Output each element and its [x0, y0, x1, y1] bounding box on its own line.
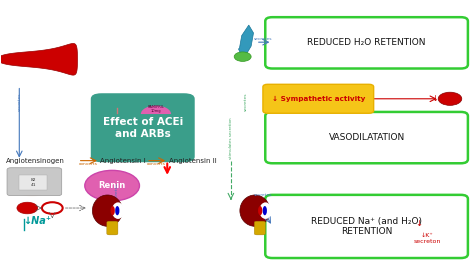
- Wedge shape: [141, 106, 171, 114]
- FancyBboxPatch shape: [265, 112, 468, 163]
- Ellipse shape: [92, 195, 122, 226]
- Text: ↓: ↓: [431, 94, 438, 103]
- Ellipse shape: [11, 180, 53, 196]
- Text: REDUCED Na⁺ (and H₂O)
RETENTION: REDUCED Na⁺ (and H₂O) RETENTION: [311, 217, 422, 236]
- Text: Effect of ACEi
and ARBs: Effect of ACEi and ARBs: [103, 117, 183, 139]
- Ellipse shape: [118, 109, 135, 131]
- Text: secretes: secretes: [254, 37, 273, 41]
- FancyBboxPatch shape: [19, 174, 47, 190]
- Text: secretes: secretes: [254, 193, 272, 197]
- Text: secretes: secretes: [17, 92, 21, 111]
- Text: VASODILATATION: VASODILATATION: [328, 133, 405, 142]
- Text: HR: HR: [450, 96, 460, 102]
- Ellipse shape: [115, 206, 119, 215]
- FancyBboxPatch shape: [255, 221, 265, 235]
- FancyBboxPatch shape: [7, 168, 62, 196]
- Ellipse shape: [263, 206, 267, 215]
- Ellipse shape: [110, 206, 115, 215]
- Text: Renin: Renin: [99, 181, 126, 190]
- FancyBboxPatch shape: [263, 84, 374, 113]
- Text: ↓ Sympathetic activity: ↓ Sympathetic activity: [272, 96, 365, 102]
- Circle shape: [234, 52, 251, 61]
- Text: secretes: secretes: [244, 92, 247, 111]
- FancyBboxPatch shape: [90, 92, 196, 163]
- Text: REDUCED H₂O RETENTION: REDUCED H₂O RETENTION: [307, 38, 426, 47]
- FancyBboxPatch shape: [131, 99, 181, 129]
- Text: Angiotensin I: Angiotensin I: [100, 158, 146, 164]
- Text: stimulates secretion: stimulates secretion: [229, 118, 233, 159]
- Polygon shape: [238, 25, 254, 54]
- Text: Angiotensin II: Angiotensin II: [169, 158, 217, 164]
- Text: 82
41: 82 41: [31, 178, 36, 186]
- Text: ↓K⁺
secreton: ↓K⁺ secreton: [413, 233, 441, 244]
- Ellipse shape: [258, 206, 262, 215]
- Circle shape: [438, 92, 462, 105]
- FancyBboxPatch shape: [107, 221, 118, 235]
- Circle shape: [85, 171, 139, 201]
- Ellipse shape: [97, 108, 118, 132]
- FancyBboxPatch shape: [265, 17, 468, 69]
- Text: converts: converts: [146, 162, 165, 166]
- Text: converts: converts: [79, 162, 98, 166]
- Ellipse shape: [240, 195, 270, 226]
- Ellipse shape: [259, 202, 272, 219]
- FancyBboxPatch shape: [265, 195, 468, 258]
- Polygon shape: [0, 43, 77, 75]
- Circle shape: [42, 202, 63, 214]
- Text: Angiotensinogen: Angiotensinogen: [6, 158, 65, 164]
- Text: RAMIPRIL
10mg: RAMIPRIL 10mg: [147, 105, 164, 114]
- Text: secretes: secretes: [115, 183, 119, 201]
- Circle shape: [17, 202, 37, 214]
- Ellipse shape: [112, 202, 124, 219]
- Text: ↓: ↓: [415, 219, 422, 228]
- Text: ↓Na⁺: ↓Na⁺: [23, 216, 51, 226]
